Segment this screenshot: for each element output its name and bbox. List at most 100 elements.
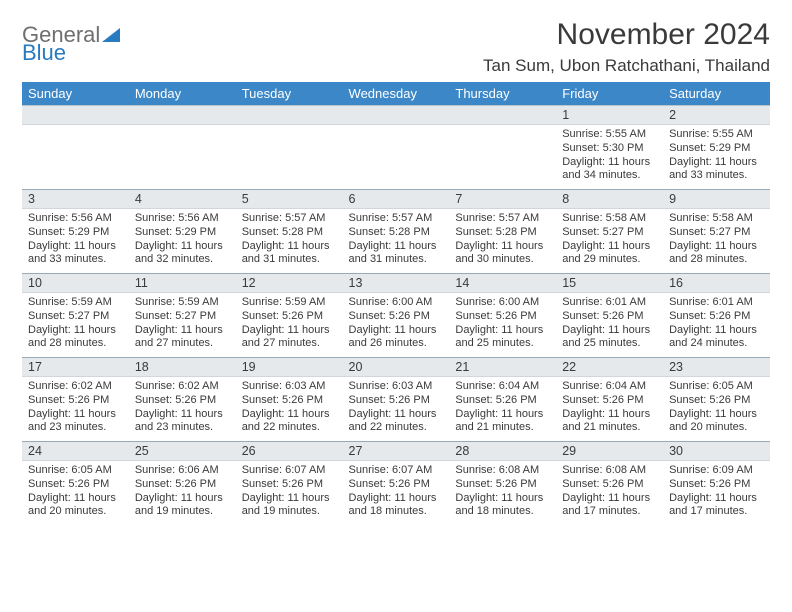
sunset-text: Sunset: 5:26 PM [28, 478, 123, 492]
day-detail-cell: Sunrise: 6:07 AMSunset: 5:26 PMDaylight:… [236, 461, 343, 526]
daylight-text: Daylight: 11 hours and 19 minutes. [135, 492, 230, 520]
day-detail-cell: Sunrise: 5:59 AMSunset: 5:27 PMDaylight:… [22, 293, 129, 358]
day-number-cell: 5 [236, 190, 343, 209]
sunset-text: Sunset: 5:26 PM [349, 478, 444, 492]
sunset-text: Sunset: 5:28 PM [349, 226, 444, 240]
weekday-header-row: Sunday Monday Tuesday Wednesday Thursday… [22, 82, 770, 106]
day-number-cell: 1 [556, 106, 663, 125]
sunset-text: Sunset: 5:26 PM [562, 310, 657, 324]
sunrise-text: Sunrise: 6:01 AM [562, 296, 657, 310]
day-number-cell: 8 [556, 190, 663, 209]
daylight-text: Daylight: 11 hours and 27 minutes. [135, 324, 230, 352]
title-block: November 2024 Tan Sum, Ubon Ratchathani,… [483, 18, 770, 76]
day-number-cell: 6 [343, 190, 450, 209]
day-number-row: 12 [22, 106, 770, 125]
daylight-text: Daylight: 11 hours and 21 minutes. [562, 408, 657, 436]
daylight-text: Daylight: 11 hours and 25 minutes. [562, 324, 657, 352]
daylight-text: Daylight: 11 hours and 25 minutes. [455, 324, 550, 352]
day-number-cell: 27 [343, 442, 450, 461]
daylight-text: Daylight: 11 hours and 21 minutes. [455, 408, 550, 436]
sunrise-text: Sunrise: 6:02 AM [28, 380, 123, 394]
sunrise-text: Sunrise: 6:00 AM [455, 296, 550, 310]
sunrise-text: Sunrise: 5:58 AM [669, 212, 764, 226]
daylight-text: Daylight: 11 hours and 28 minutes. [28, 324, 123, 352]
calendar-page: General Blue November 2024 Tan Sum, Ubon… [0, 0, 792, 535]
day-detail-cell [129, 125, 236, 190]
day-number-cell [343, 106, 450, 125]
sunset-text: Sunset: 5:26 PM [455, 478, 550, 492]
day-number-cell: 18 [129, 358, 236, 377]
sunrise-text: Sunrise: 6:02 AM [135, 380, 230, 394]
day-number-cell: 20 [343, 358, 450, 377]
day-detail-cell [22, 125, 129, 190]
sunset-text: Sunset: 5:26 PM [242, 394, 337, 408]
day-detail-cell: Sunrise: 5:55 AMSunset: 5:30 PMDaylight:… [556, 125, 663, 190]
sunrise-text: Sunrise: 6:09 AM [669, 464, 764, 478]
sunset-text: Sunset: 5:26 PM [455, 394, 550, 408]
daylight-text: Daylight: 11 hours and 18 minutes. [349, 492, 444, 520]
sunrise-text: Sunrise: 6:03 AM [242, 380, 337, 394]
day-detail-cell: Sunrise: 6:05 AMSunset: 5:26 PMDaylight:… [22, 461, 129, 526]
day-number-cell: 30 [663, 442, 770, 461]
day-detail-cell: Sunrise: 6:02 AMSunset: 5:26 PMDaylight:… [22, 377, 129, 442]
day-number-cell: 13 [343, 274, 450, 293]
day-detail-cell: Sunrise: 5:59 AMSunset: 5:27 PMDaylight:… [129, 293, 236, 358]
sunset-text: Sunset: 5:27 PM [28, 310, 123, 324]
day-detail-cell: Sunrise: 6:04 AMSunset: 5:26 PMDaylight:… [449, 377, 556, 442]
sunset-text: Sunset: 5:26 PM [135, 394, 230, 408]
day-number-cell: 21 [449, 358, 556, 377]
header: General Blue November 2024 Tan Sum, Ubon… [22, 18, 770, 76]
day-number-cell [449, 106, 556, 125]
day-detail-cell: Sunrise: 5:56 AMSunset: 5:29 PMDaylight:… [129, 209, 236, 274]
weekday-header: Monday [129, 82, 236, 106]
day-detail-row: Sunrise: 5:55 AMSunset: 5:30 PMDaylight:… [22, 125, 770, 190]
day-detail-cell: Sunrise: 6:07 AMSunset: 5:26 PMDaylight:… [343, 461, 450, 526]
daylight-text: Daylight: 11 hours and 29 minutes. [562, 240, 657, 268]
sunset-text: Sunset: 5:26 PM [562, 394, 657, 408]
daylight-text: Daylight: 11 hours and 30 minutes. [455, 240, 550, 268]
day-detail-cell: Sunrise: 6:03 AMSunset: 5:26 PMDaylight:… [236, 377, 343, 442]
day-number-cell: 14 [449, 274, 556, 293]
sunset-text: Sunset: 5:26 PM [135, 478, 230, 492]
day-number-row: 10111213141516 [22, 274, 770, 293]
sunset-text: Sunset: 5:26 PM [349, 394, 444, 408]
day-detail-cell: Sunrise: 5:55 AMSunset: 5:29 PMDaylight:… [663, 125, 770, 190]
daylight-text: Daylight: 11 hours and 17 minutes. [562, 492, 657, 520]
sunset-text: Sunset: 5:27 PM [669, 226, 764, 240]
day-detail-row: Sunrise: 5:59 AMSunset: 5:27 PMDaylight:… [22, 293, 770, 358]
day-number-row: 17181920212223 [22, 358, 770, 377]
day-detail-cell [236, 125, 343, 190]
day-detail-cell: Sunrise: 6:02 AMSunset: 5:26 PMDaylight:… [129, 377, 236, 442]
day-detail-cell: Sunrise: 6:08 AMSunset: 5:26 PMDaylight:… [449, 461, 556, 526]
day-number-cell [236, 106, 343, 125]
daylight-text: Daylight: 11 hours and 31 minutes. [242, 240, 337, 268]
day-detail-row: Sunrise: 6:05 AMSunset: 5:26 PMDaylight:… [22, 461, 770, 526]
sunset-text: Sunset: 5:28 PM [455, 226, 550, 240]
day-number-cell: 17 [22, 358, 129, 377]
sunset-text: Sunset: 5:28 PM [242, 226, 337, 240]
sunrise-text: Sunrise: 6:04 AM [562, 380, 657, 394]
day-number-cell: 23 [663, 358, 770, 377]
daylight-text: Daylight: 11 hours and 32 minutes. [135, 240, 230, 268]
day-detail-cell: Sunrise: 6:09 AMSunset: 5:26 PMDaylight:… [663, 461, 770, 526]
day-detail-cell: Sunrise: 6:01 AMSunset: 5:26 PMDaylight:… [556, 293, 663, 358]
day-detail-cell: Sunrise: 5:58 AMSunset: 5:27 PMDaylight:… [663, 209, 770, 274]
day-detail-row: Sunrise: 5:56 AMSunset: 5:29 PMDaylight:… [22, 209, 770, 274]
day-detail-cell: Sunrise: 6:01 AMSunset: 5:26 PMDaylight:… [663, 293, 770, 358]
day-number-cell: 7 [449, 190, 556, 209]
day-detail-cell: Sunrise: 6:06 AMSunset: 5:26 PMDaylight:… [129, 461, 236, 526]
weekday-header: Wednesday [343, 82, 450, 106]
daylight-text: Daylight: 11 hours and 33 minutes. [28, 240, 123, 268]
sunrise-text: Sunrise: 5:59 AM [28, 296, 123, 310]
logo: General Blue [22, 18, 120, 64]
calendar-body: 12Sunrise: 5:55 AMSunset: 5:30 PMDayligh… [22, 106, 770, 526]
day-detail-cell: Sunrise: 6:05 AMSunset: 5:26 PMDaylight:… [663, 377, 770, 442]
day-detail-cell: Sunrise: 5:57 AMSunset: 5:28 PMDaylight:… [236, 209, 343, 274]
daylight-text: Daylight: 11 hours and 20 minutes. [669, 408, 764, 436]
weekday-header: Friday [556, 82, 663, 106]
sunset-text: Sunset: 5:26 PM [562, 478, 657, 492]
daylight-text: Daylight: 11 hours and 34 minutes. [562, 156, 657, 184]
sunset-text: Sunset: 5:27 PM [135, 310, 230, 324]
sunset-text: Sunset: 5:26 PM [669, 478, 764, 492]
sunset-text: Sunset: 5:26 PM [349, 310, 444, 324]
